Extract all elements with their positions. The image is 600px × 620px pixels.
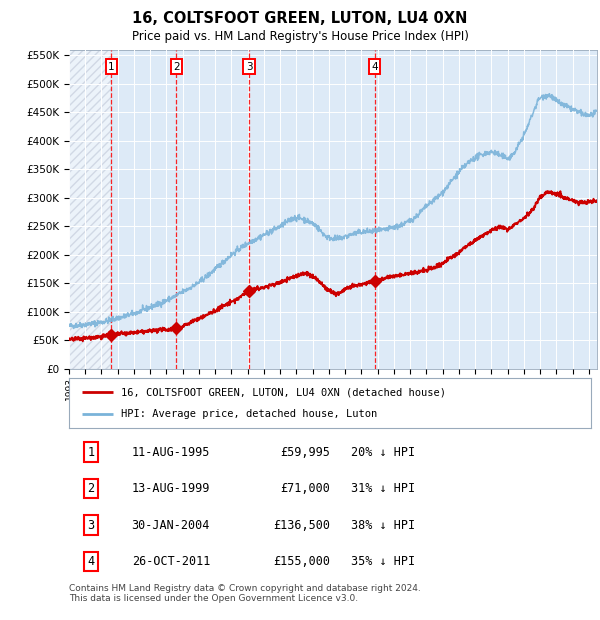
Bar xyxy=(69,50,112,369)
Text: £136,500: £136,500 xyxy=(273,518,330,531)
Text: 26-OCT-2011: 26-OCT-2011 xyxy=(131,555,210,568)
Text: 35% ↓ HPI: 35% ↓ HPI xyxy=(351,555,415,568)
Text: 2: 2 xyxy=(88,482,94,495)
Text: £71,000: £71,000 xyxy=(280,482,330,495)
Text: Contains HM Land Registry data © Crown copyright and database right 2024.
This d: Contains HM Land Registry data © Crown c… xyxy=(69,584,421,603)
Text: HPI: Average price, detached house, Luton: HPI: Average price, detached house, Luto… xyxy=(121,409,377,419)
Text: 31% ↓ HPI: 31% ↓ HPI xyxy=(351,482,415,495)
Text: 30-JAN-2004: 30-JAN-2004 xyxy=(131,518,210,531)
Text: 16, COLTSFOOT GREEN, LUTON, LU4 0XN: 16, COLTSFOOT GREEN, LUTON, LU4 0XN xyxy=(133,11,467,26)
Text: 3: 3 xyxy=(245,62,253,72)
Text: 3: 3 xyxy=(88,518,94,531)
Text: Price paid vs. HM Land Registry's House Price Index (HPI): Price paid vs. HM Land Registry's House … xyxy=(131,30,469,43)
Text: 11-AUG-1995: 11-AUG-1995 xyxy=(131,446,210,459)
Text: 1: 1 xyxy=(88,446,94,459)
Text: 4: 4 xyxy=(371,62,378,72)
Text: 16, COLTSFOOT GREEN, LUTON, LU4 0XN (detached house): 16, COLTSFOOT GREEN, LUTON, LU4 0XN (det… xyxy=(121,387,446,397)
Text: £59,995: £59,995 xyxy=(280,446,330,459)
Text: 13-AUG-1999: 13-AUG-1999 xyxy=(131,482,210,495)
Text: 38% ↓ HPI: 38% ↓ HPI xyxy=(351,518,415,531)
Text: 1: 1 xyxy=(108,62,115,72)
Text: 20% ↓ HPI: 20% ↓ HPI xyxy=(351,446,415,459)
Text: £155,000: £155,000 xyxy=(273,555,330,568)
Text: 4: 4 xyxy=(88,555,94,568)
Text: 2: 2 xyxy=(173,62,179,72)
